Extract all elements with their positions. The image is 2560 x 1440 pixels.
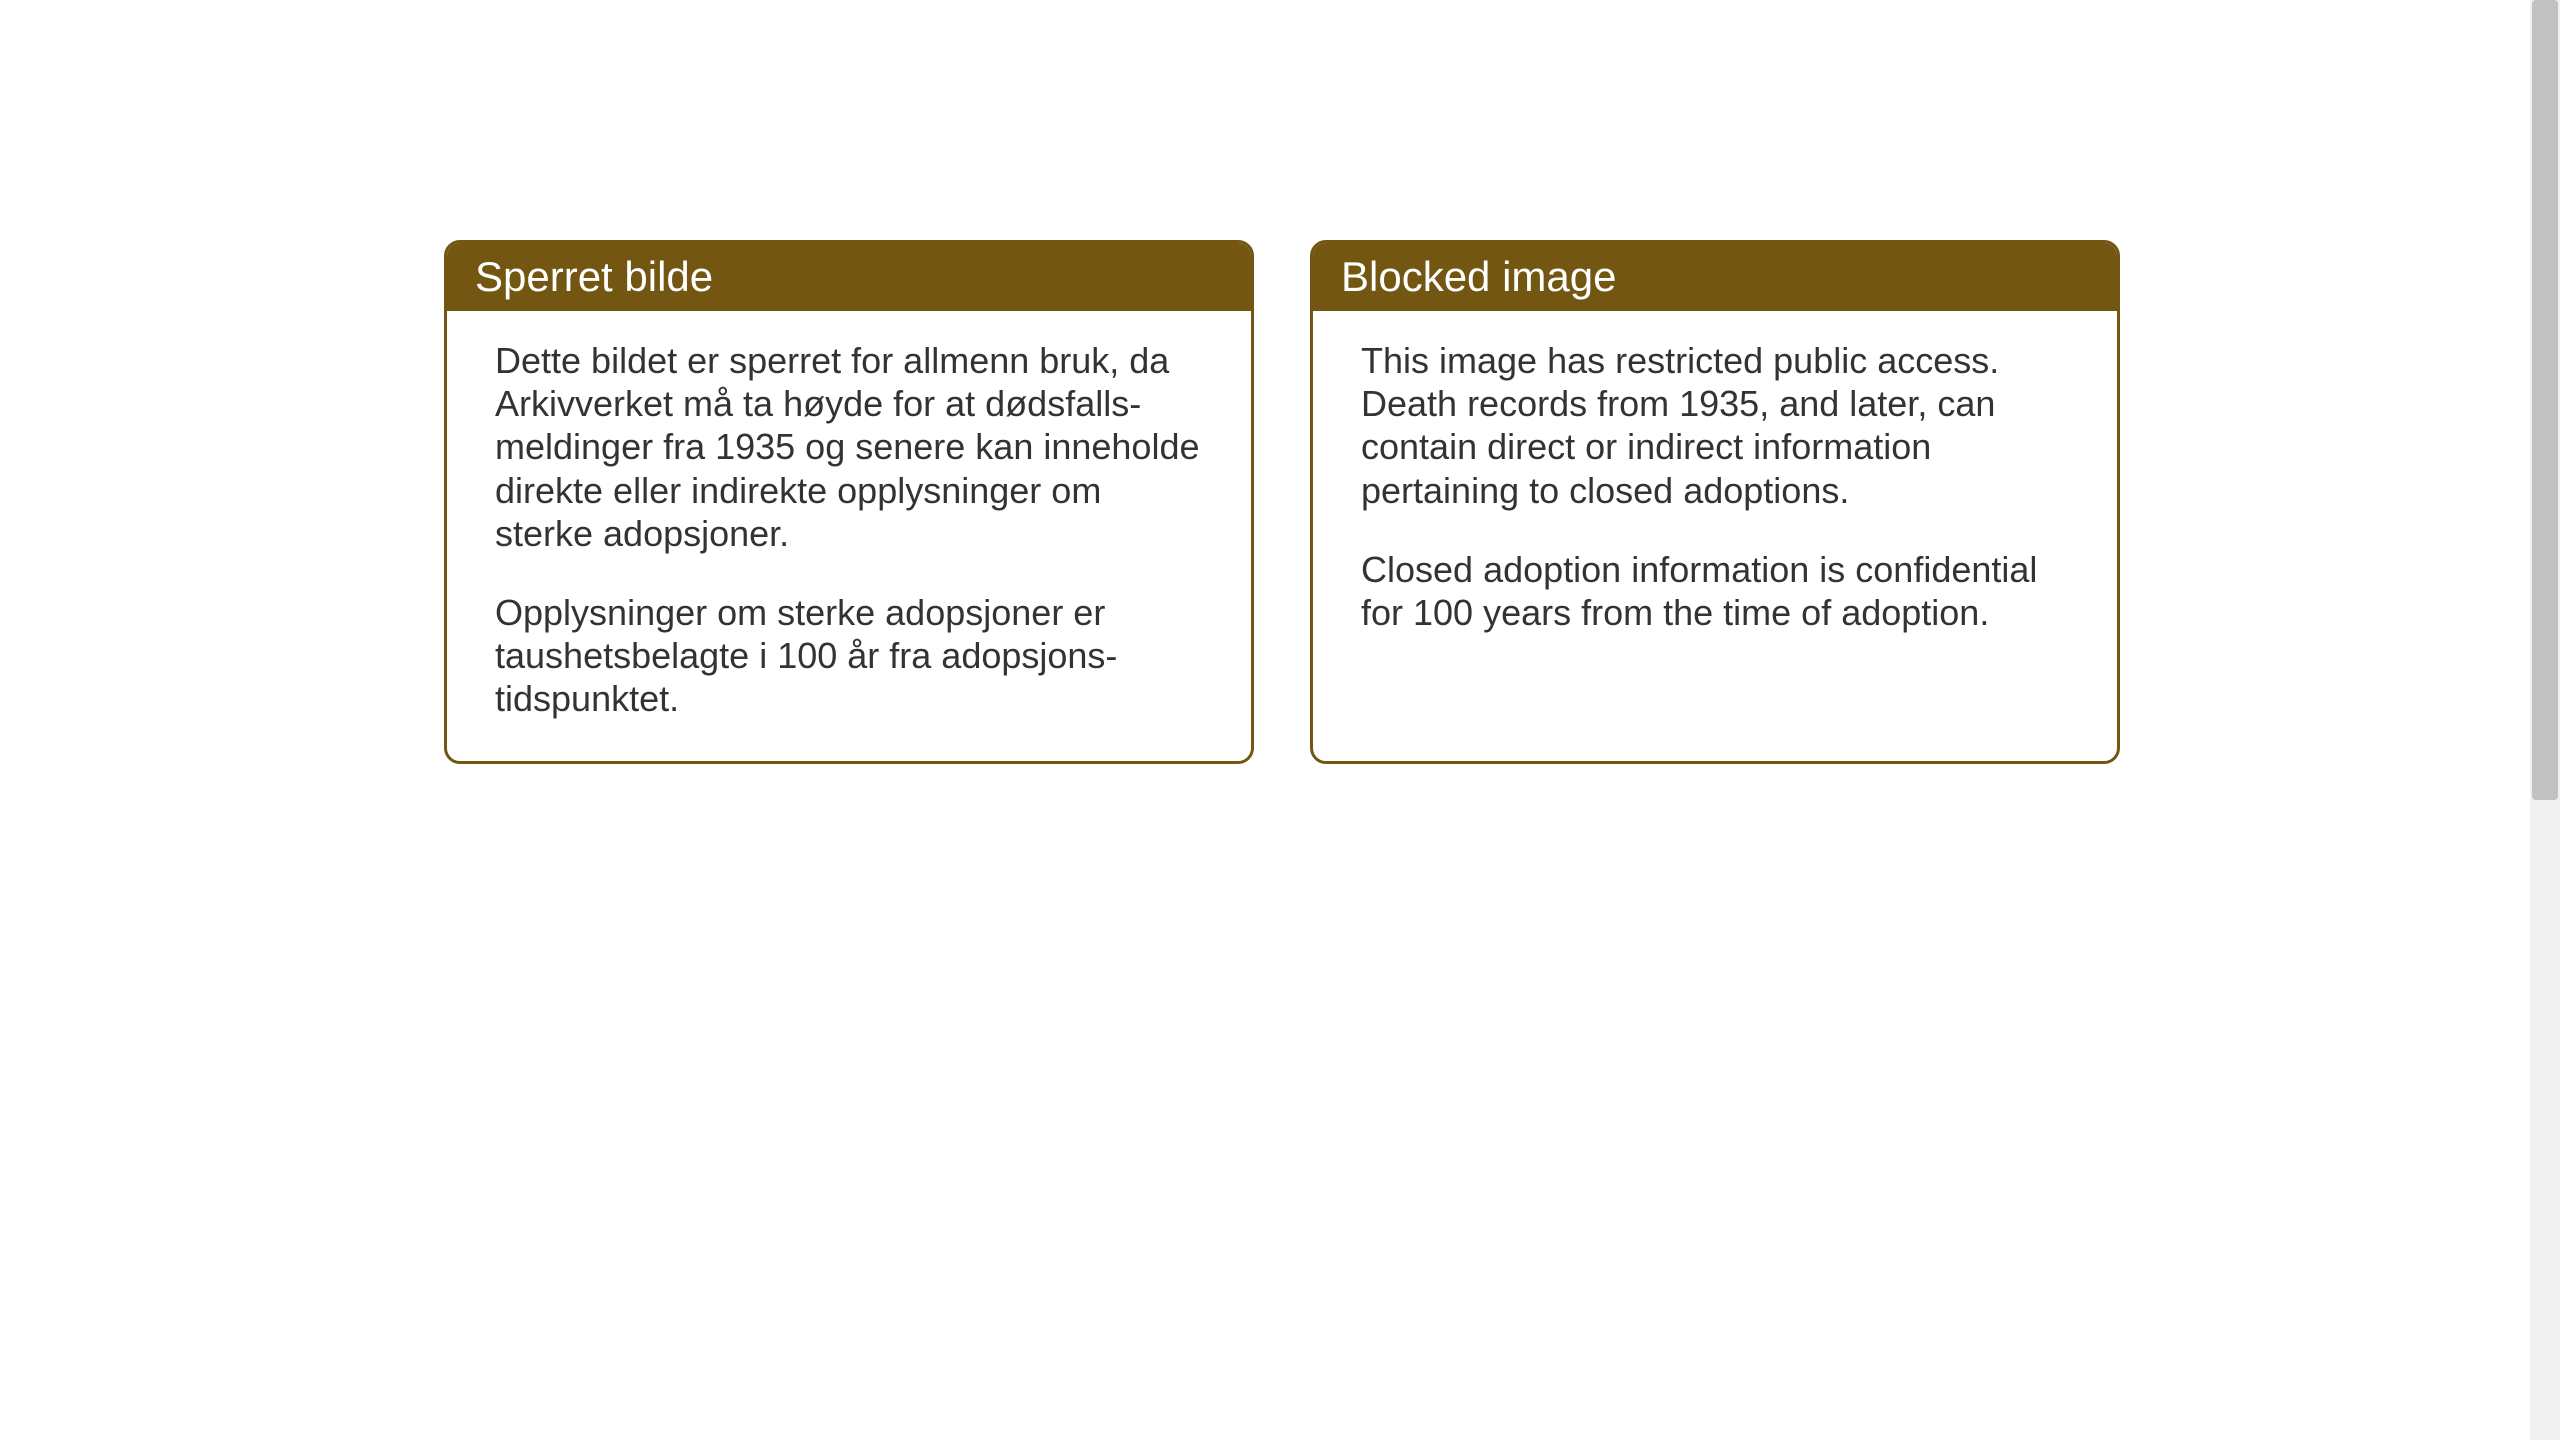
english-card-body: This image has restricted public access.… [1313,311,2117,751]
norwegian-card-header: Sperret bilde [447,243,1251,311]
english-paragraph-1: This image has restricted public access.… [1361,339,2069,512]
notice-container: Sperret bilde Dette bildet er sperret fo… [444,240,2120,764]
norwegian-paragraph-1: Dette bildet er sperret for allmenn bruk… [495,339,1203,555]
norwegian-notice-card: Sperret bilde Dette bildet er sperret fo… [444,240,1254,764]
english-paragraph-2: Closed adoption information is confident… [1361,548,2069,634]
english-card-title: Blocked image [1341,253,1616,300]
norwegian-card-title: Sperret bilde [475,253,713,300]
vertical-scrollbar[interactable] [2530,0,2560,1440]
norwegian-paragraph-2: Opplysninger om sterke adopsjoner er tau… [495,591,1203,721]
english-card-header: Blocked image [1313,243,2117,311]
english-notice-card: Blocked image This image has restricted … [1310,240,2120,764]
norwegian-card-body: Dette bildet er sperret for allmenn bruk… [447,311,1251,761]
scrollbar-thumb[interactable] [2532,0,2558,800]
